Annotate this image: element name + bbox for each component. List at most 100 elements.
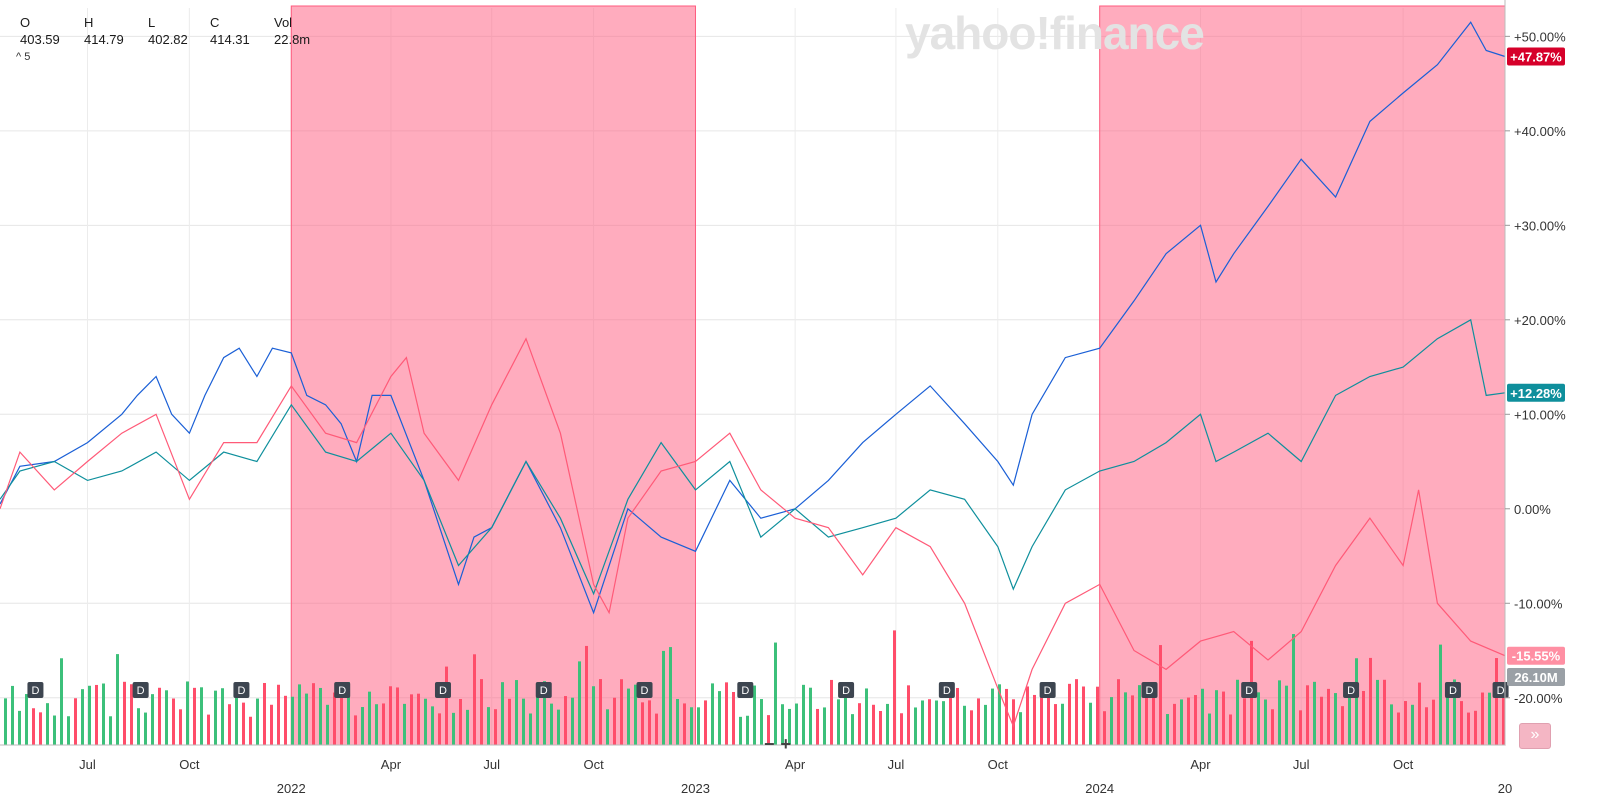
- volume-bar: [221, 688, 224, 745]
- volume-bar: [774, 642, 777, 745]
- volume-bar: [410, 694, 413, 745]
- brand-watermark: yahoo!finance: [905, 7, 1205, 59]
- volume-bar: [494, 709, 497, 745]
- volume-bar: [620, 679, 623, 745]
- volume-bar: [1173, 703, 1176, 745]
- dividend-marker-box: [132, 682, 149, 698]
- volume-bar: [242, 702, 245, 745]
- zoom-in-button[interactable]: +: [780, 734, 798, 754]
- year-tick-label: 2022: [277, 781, 306, 796]
- volume-bar: [984, 704, 987, 745]
- dividend-marker[interactable]: D: [1492, 682, 1509, 698]
- volume-bar: [1425, 707, 1428, 745]
- volume-bar: [263, 682, 266, 745]
- volume-bar: [571, 697, 574, 745]
- expand-legend-button[interactable]: ^ 5: [16, 51, 31, 63]
- volume-bar: [291, 696, 294, 745]
- volume-bar: [25, 694, 28, 745]
- dividend-marker-label: D: [1146, 685, 1154, 697]
- volume-bar: [1194, 695, 1197, 745]
- dividend-marker-box: [27, 682, 44, 698]
- volume-bar: [74, 698, 77, 745]
- volume-bar: [613, 697, 616, 745]
- volume-bar: [1054, 704, 1057, 745]
- volume-bar: [732, 691, 735, 745]
- volume-bar: [1467, 712, 1470, 745]
- dividend-marker-box: [1343, 682, 1360, 698]
- volume-bar: [823, 707, 826, 745]
- scroll-to-latest-button[interactable]: »: [1519, 723, 1551, 749]
- dividend-marker[interactable]: D: [1444, 682, 1461, 698]
- volume-bar: [627, 688, 630, 745]
- dividend-marker[interactable]: D: [132, 682, 149, 698]
- volume-bar: [690, 707, 693, 745]
- volume-bar: [298, 684, 301, 745]
- x-tick-label: Jul: [79, 757, 96, 772]
- volume-bar: [1005, 688, 1008, 745]
- volume-bar: [116, 654, 119, 745]
- volume-bar: [256, 698, 259, 745]
- volume-bar: [32, 708, 35, 745]
- volume-last-tag-bg: [1507, 667, 1565, 686]
- volume-bar: [326, 704, 329, 745]
- volume-bar: [844, 686, 847, 745]
- dividend-marker[interactable]: D: [636, 682, 653, 698]
- volume-bar: [186, 681, 189, 745]
- volume-bar: [165, 690, 168, 745]
- volume-bar: [445, 666, 448, 745]
- volume-bar: [655, 713, 658, 745]
- dividend-marker[interactable]: D: [1241, 682, 1258, 698]
- dividend-marker[interactable]: D: [1141, 682, 1158, 698]
- volume-bar: [1047, 687, 1050, 745]
- volume-bar: [1376, 679, 1379, 745]
- year-tick-label: 2024: [1085, 781, 1114, 796]
- volume-bar: [214, 690, 217, 745]
- volume-bar: [578, 661, 581, 745]
- volume-bar: [1362, 690, 1365, 745]
- volume-bar: [543, 681, 546, 745]
- dividend-marker-label: D: [741, 685, 749, 697]
- volume-bar: [1096, 686, 1099, 745]
- volume-bar: [928, 699, 931, 745]
- dividend-marker[interactable]: D: [535, 682, 552, 698]
- volume-bar: [606, 709, 609, 745]
- volume-bar: [144, 712, 147, 745]
- volume-bar: [739, 716, 742, 745]
- shaded-range: [1099, 5, 1506, 746]
- dividend-marker[interactable]: D: [938, 682, 955, 698]
- axes: +50.00% +40.00% +30.00% +20.00% +10.00% 0.00%…: [0, 0, 1566, 796]
- volume-bar: [949, 698, 952, 745]
- volume-bar: [1313, 681, 1316, 745]
- volume-bar: [1159, 645, 1162, 745]
- x-tick-label: Oct: [179, 757, 200, 772]
- volume-bar: [1369, 657, 1372, 745]
- volume-bar: [123, 681, 126, 745]
- volume-bar: [1404, 701, 1407, 745]
- volume-bar: [354, 715, 357, 745]
- volume-bar: [305, 693, 308, 745]
- volume-bar: [662, 650, 665, 745]
- volume-bar: [816, 708, 819, 745]
- dividend-marker-box: [1241, 682, 1258, 698]
- x-tick-label: Jul: [1293, 757, 1310, 772]
- dividend-marker[interactable]: D: [838, 682, 855, 698]
- dividend-marker[interactable]: D: [233, 682, 250, 698]
- dividend-marker[interactable]: D: [434, 682, 451, 698]
- volume-bar: [158, 687, 161, 745]
- dividend-marker[interactable]: D: [1343, 682, 1360, 698]
- volume-bar: [711, 683, 714, 745]
- volume-bar: [1229, 714, 1232, 745]
- dividend-marker-label: D: [137, 685, 145, 697]
- dividend-marker[interactable]: D: [1039, 682, 1056, 698]
- volume-bar: [39, 712, 42, 745]
- dividend-marker[interactable]: D: [27, 682, 44, 698]
- zoom-out-button[interactable]: −: [764, 734, 781, 754]
- volume-bar: [809, 687, 812, 745]
- dividend-marker[interactable]: D: [334, 682, 351, 698]
- close-field: C 414.31: [210, 15, 250, 47]
- volume-bar: [1474, 710, 1477, 745]
- dividend-marker[interactable]: D: [737, 682, 754, 698]
- volume-bar: [648, 700, 651, 745]
- y-tick-label: +30.00%: [1514, 218, 1566, 233]
